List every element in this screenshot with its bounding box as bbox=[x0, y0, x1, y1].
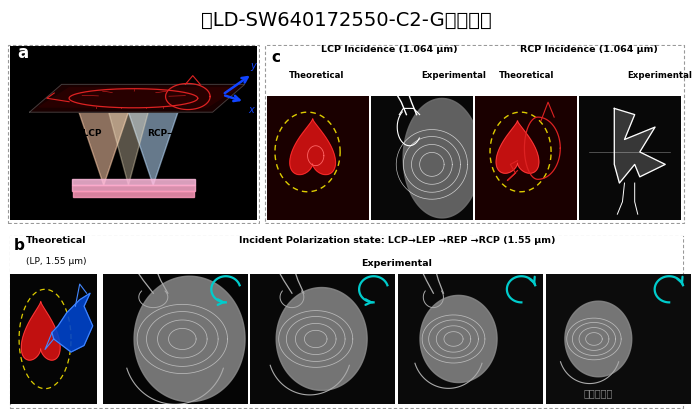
Text: 由LD-SW640172550-C2-G相机拍摄: 由LD-SW640172550-C2-G相机拍摄 bbox=[201, 10, 492, 29]
Text: RCP→RCP: RCP→RCP bbox=[147, 129, 195, 137]
Polygon shape bbox=[52, 293, 93, 352]
Text: Theoretical: Theoretical bbox=[499, 72, 554, 80]
Polygon shape bbox=[420, 295, 497, 383]
Polygon shape bbox=[71, 179, 195, 185]
Text: a: a bbox=[17, 44, 28, 62]
Polygon shape bbox=[614, 109, 665, 183]
Text: RCP Incidence (1.064 μm): RCP Incidence (1.064 μm) bbox=[520, 45, 658, 54]
Polygon shape bbox=[79, 112, 128, 185]
Polygon shape bbox=[128, 112, 178, 185]
Text: b: b bbox=[14, 238, 25, 253]
Polygon shape bbox=[40, 88, 237, 107]
Polygon shape bbox=[290, 119, 335, 175]
Polygon shape bbox=[277, 287, 367, 391]
Text: Experimental: Experimental bbox=[421, 72, 486, 80]
Polygon shape bbox=[72, 185, 195, 191]
Text: Theoretical: Theoretical bbox=[26, 235, 87, 245]
Polygon shape bbox=[73, 191, 194, 197]
Text: Experimental: Experimental bbox=[627, 72, 692, 80]
Text: 仪器信息网: 仪器信息网 bbox=[584, 389, 613, 398]
Text: Incident Polarization state: LCP→LEP →REP →RCP (1.55 μm): Incident Polarization state: LCP→LEP →RE… bbox=[238, 235, 555, 245]
Text: Theoretical: Theoretical bbox=[289, 72, 344, 80]
Polygon shape bbox=[21, 302, 60, 360]
Text: LCP→LCP: LCP→LCP bbox=[56, 129, 102, 137]
Text: Experimental: Experimental bbox=[362, 259, 432, 269]
Text: y: y bbox=[250, 61, 256, 71]
Polygon shape bbox=[109, 112, 148, 185]
Text: c: c bbox=[271, 50, 280, 65]
Polygon shape bbox=[403, 98, 481, 218]
Text: (LP, 1.55 μm): (LP, 1.55 μm) bbox=[26, 257, 87, 266]
Text: x: x bbox=[249, 105, 254, 115]
Polygon shape bbox=[565, 301, 632, 377]
Polygon shape bbox=[30, 84, 245, 112]
Polygon shape bbox=[134, 276, 245, 402]
Polygon shape bbox=[496, 121, 539, 173]
Text: LCP Incidence (1.064 μm): LCP Incidence (1.064 μm) bbox=[321, 45, 458, 54]
